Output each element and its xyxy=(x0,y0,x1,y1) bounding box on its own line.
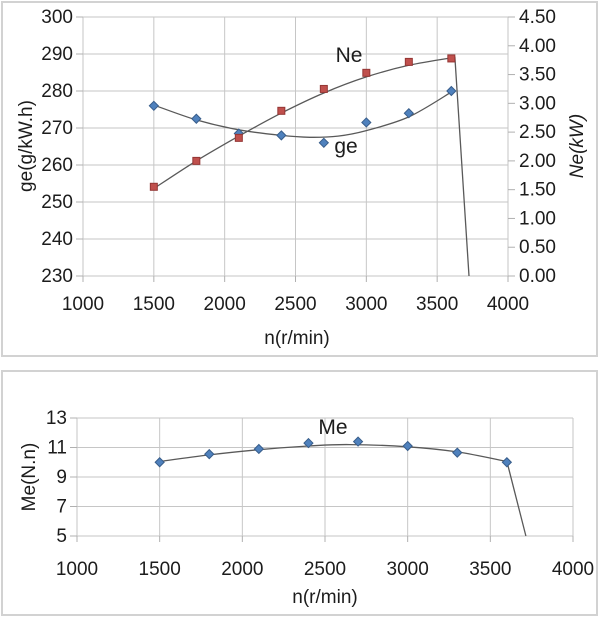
data-point-marker-Me xyxy=(452,447,463,458)
x-tick-label: 3000 xyxy=(345,294,387,315)
x-tick-label: 3000 xyxy=(387,559,429,580)
top-chart-panel xyxy=(1,1,598,357)
x-tick-label: 3500 xyxy=(416,294,458,315)
data-point-marker-Me xyxy=(501,457,513,468)
x-tick-label: 3500 xyxy=(469,559,511,580)
data-point-marker-Ne xyxy=(319,84,328,93)
y-left-tick-label: 11 xyxy=(47,438,67,459)
y-left-tick-label: 290 xyxy=(41,44,73,65)
y-right-tick-label: 1.00 xyxy=(519,208,556,229)
bottom-x-axis-title: n(r/min) xyxy=(292,587,358,608)
y-left-tick-label: 250 xyxy=(41,192,73,213)
trend-line-Me xyxy=(159,443,527,537)
y-right-tick-label: 4.50 xyxy=(519,7,556,28)
x-tick-label: 1000 xyxy=(62,294,104,315)
top-x-axis-title: n(r/min) xyxy=(264,328,330,349)
x-tick-label: 2500 xyxy=(274,294,316,315)
y-right-tick-label: 3.00 xyxy=(519,93,556,114)
data-point-marker-Me xyxy=(303,437,314,449)
data-point-marker-ge xyxy=(361,117,372,128)
y-left-tick-label: 7 xyxy=(56,497,67,518)
data-point-marker-ge xyxy=(403,107,415,119)
engine-performance-chart: 1000 1500 2000 2500 3000 3500 4000 300 290 280 270… xyxy=(41,7,556,315)
y-right-tick-label: 0.00 xyxy=(519,266,556,287)
me-series-label: Me xyxy=(318,416,348,439)
x-tick-label: 1000 xyxy=(56,559,98,580)
ne-axis-title: Ne(kW) xyxy=(567,113,588,179)
y-left-tick-label: 270 xyxy=(41,118,73,139)
y-right-tick-label: 0.50 xyxy=(519,237,556,258)
data-point-marker-Me xyxy=(253,443,265,455)
x-tick-label: 1500 xyxy=(133,294,175,315)
y-right-tick-label: 3.50 xyxy=(519,65,556,86)
trend-line-Ne xyxy=(153,56,470,277)
y-right-tick-label: 2.00 xyxy=(519,151,556,172)
x-tick-label: 2500 xyxy=(304,559,346,580)
x-tick-label: 2000 xyxy=(204,294,246,315)
ge-series-label: ge xyxy=(334,135,358,158)
data-point-marker-Ne xyxy=(277,106,286,115)
data-point-marker-ge xyxy=(318,137,330,149)
engine-torque-chart: 1000 1500 2000 2500 3000 3500 4000 13 11 9 7 5 xyxy=(46,408,594,580)
y-left-tick-label: 9 xyxy=(56,467,67,488)
data-point-marker-Ne xyxy=(192,156,201,165)
ge-axis-title: ge(g/kW.h) xyxy=(16,100,37,192)
data-point-marker-Me xyxy=(352,436,364,447)
data-point-marker-Me xyxy=(204,448,215,460)
y-left-tick-label: 260 xyxy=(41,155,73,176)
y-left-tick-label: 230 xyxy=(41,266,73,287)
bottom-chart-panel xyxy=(1,370,598,616)
ne-series-label: Ne xyxy=(335,44,363,67)
data-point-marker-ge xyxy=(148,100,160,112)
x-tick-label: 2000 xyxy=(221,559,263,580)
y-left-tick-label: 280 xyxy=(41,81,73,102)
data-point-marker-Ne xyxy=(404,57,413,66)
y-right-tick-label: 2.50 xyxy=(519,122,556,143)
data-point-marker-Ne xyxy=(447,54,456,63)
data-point-marker-Ne xyxy=(149,182,158,191)
x-tick-label: 4000 xyxy=(487,294,529,315)
data-point-marker-Me xyxy=(402,440,413,452)
y-left-tick-label: 240 xyxy=(41,229,73,250)
y-right-tick-label: 1.50 xyxy=(519,180,556,201)
data-point-marker-ge xyxy=(276,130,287,141)
data-point-marker-Ne xyxy=(234,133,243,142)
data-point-marker-ge xyxy=(191,113,202,124)
me-axis-title: Me(N.n) xyxy=(19,442,40,512)
x-tick-label: 1500 xyxy=(139,559,181,580)
data-point-marker-Me xyxy=(154,457,165,468)
x-tick-label: 4000 xyxy=(552,559,594,580)
y-left-tick-label: 300 xyxy=(41,7,73,28)
y-left-tick-label: 5 xyxy=(56,526,67,547)
trend-line-ge xyxy=(153,91,452,138)
data-point-marker-Ne xyxy=(362,68,371,77)
data-point-marker-ge xyxy=(446,85,457,97)
y-left-tick-label: 13 xyxy=(46,408,67,429)
y-right-tick-label: 4.00 xyxy=(519,36,556,57)
